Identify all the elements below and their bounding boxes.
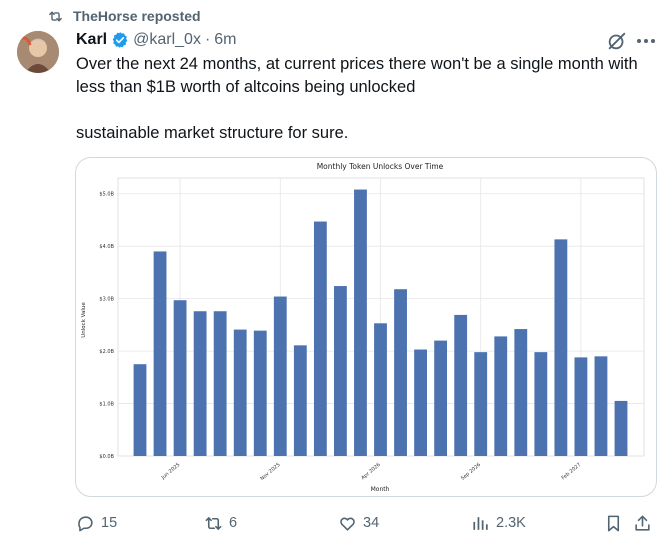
like-count: 34 [363, 515, 380, 531]
chart-bar [293, 345, 307, 456]
reply-icon [78, 515, 93, 531]
bar-chart: $0.0B $1.0B $2.0B $3.0B $4.0B $5.0B Jun 2025 No… [81, 162, 645, 493]
avatar-image [17, 31, 59, 73]
chart-bar [354, 189, 367, 457]
chart-bar [534, 352, 548, 456]
chart-bar [614, 400, 628, 456]
chart-y-axis-label: Unlock Value [81, 302, 87, 338]
y-tick-label: $4.0B [99, 244, 114, 250]
chart-bar [554, 239, 568, 456]
views-button[interactable]: 2.3K [471, 511, 526, 535]
y-tick-label: $1.0B [99, 401, 114, 407]
tweet-media[interactable]: $0.0B $1.0B $2.0B $3.0B $4.0B $5.0B Jun 2025 No… [75, 157, 657, 497]
author-name[interactable]: Karl [76, 31, 108, 48]
separator-dot: · [204, 31, 211, 48]
chart-bar [394, 289, 407, 456]
x-tick-label: Feb 2027 [561, 462, 583, 481]
bookmark-icon [607, 515, 620, 531]
chart-bar [474, 352, 488, 456]
like-button[interactable]: 34 [338, 511, 379, 535]
chart-bar [273, 296, 287, 456]
timestamp[interactable]: 6m [214, 31, 237, 48]
chart-bar [313, 221, 327, 456]
y-tick-label: $2.0B [99, 349, 114, 355]
reply-count: 15 [101, 515, 118, 531]
y-tick-label: $0.0B [99, 454, 114, 460]
chart-bar [153, 251, 167, 456]
verified-badge-icon[interactable] [111, 31, 129, 49]
repost-indicator[interactable]: TheHorse reposted [47, 6, 201, 26]
tweet-header: Karl @karl_0x · 6m [76, 29, 237, 51]
chart-bar [594, 356, 608, 456]
chart-bar [514, 329, 528, 456]
heart-icon [340, 517, 355, 531]
tweet-text-line-2: sustainable market structure for sure. [76, 124, 349, 142]
chart-bar [233, 329, 247, 456]
grok-button[interactable] [606, 30, 628, 52]
chart-bar [253, 330, 267, 456]
chart-title: Monthly Token Unlocks Over Time [317, 162, 444, 171]
chart-x-axis-label: Month [371, 486, 390, 493]
x-tick-label: Sep 2026 [460, 462, 482, 482]
avatar[interactable] [17, 31, 59, 73]
author-handle[interactable]: @karl_0x [133, 31, 201, 48]
more-options-button[interactable] [635, 30, 657, 52]
repost-label: TheHorse reposted [73, 8, 201, 24]
chart-bar [374, 323, 387, 456]
bookmark-button[interactable] [604, 511, 623, 535]
grok-icon [608, 32, 626, 50]
x-tick-label: Apr 2026 [360, 462, 381, 481]
action-bar: 15 6 34 2.3K [76, 511, 656, 535]
chart-bar [133, 364, 147, 456]
tweet-text-line-1: Over the next 24 months, at current pric… [76, 55, 638, 96]
chart-bar [494, 336, 508, 456]
x-tick-label: Nov 2025 [259, 462, 281, 482]
share-icon [635, 515, 650, 531]
chart-bar [434, 340, 448, 456]
x-tick-label: Jun 2025 [160, 462, 182, 481]
chart-bar [414, 349, 427, 456]
repost-icon [205, 516, 222, 530]
repost-icon [49, 11, 62, 21]
chart-bar [454, 314, 468, 456]
views-icon [473, 516, 488, 530]
y-tick-label: $5.0B [99, 192, 114, 198]
chart-bar [173, 300, 187, 456]
repost-button[interactable]: 6 [204, 511, 237, 535]
y-tick-label: $3.0B [99, 296, 114, 302]
repost-count: 6 [229, 515, 238, 531]
more-dots-icon [637, 39, 655, 43]
reply-button[interactable]: 15 [76, 511, 117, 535]
share-button[interactable] [633, 511, 652, 535]
chart-bar [574, 357, 588, 456]
view-count: 2.3K [496, 515, 526, 531]
chart-bar [334, 286, 347, 456]
tweet-text: Over the next 24 months, at current pric… [76, 53, 651, 145]
chart-bar [213, 311, 227, 456]
chart-bar [193, 311, 207, 456]
